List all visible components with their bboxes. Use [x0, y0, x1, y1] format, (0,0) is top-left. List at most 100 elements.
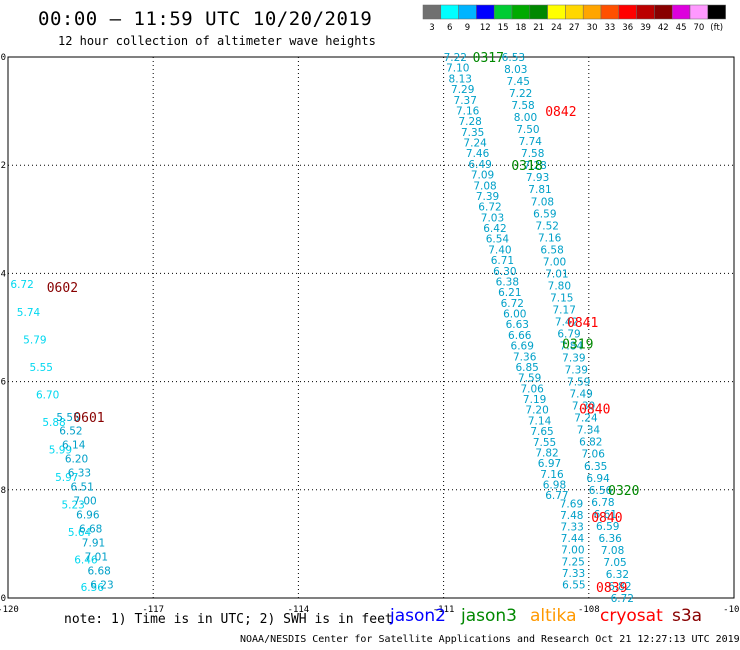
- swh-value-label: 7.44: [561, 533, 585, 545]
- legend-swatch: [422, 4, 442, 20]
- legend-swatch: [458, 4, 477, 20]
- swh-value-label: 7.45: [507, 76, 530, 88]
- legend-swatch: [600, 4, 620, 20]
- x-tick-label: -111: [433, 605, 455, 615]
- swh-value-label: 7.14: [528, 415, 552, 427]
- swh-value-label: 6.23: [90, 579, 113, 591]
- swh-value-label: 6.53: [502, 52, 525, 64]
- pass-time-label: 0840: [579, 403, 610, 418]
- swh-value-label: 7.49: [569, 389, 592, 401]
- swh-value-label: 6.14: [62, 440, 86, 452]
- swh-value-label: 7.22: [444, 52, 467, 64]
- swh-value-label: 7.52: [536, 220, 559, 232]
- legend-label: 6: [447, 23, 452, 33]
- swh-value-label: 6.98: [543, 480, 566, 492]
- swh-value-label: 6.71: [491, 255, 514, 267]
- legend-label: 21: [533, 23, 544, 33]
- swh-value-label: 6.72: [478, 202, 501, 214]
- page-subtitle: 12 hour collection of altimeter wave hei…: [58, 34, 376, 48]
- y-tick-label: 0: [1, 53, 6, 63]
- swh-value-label: 7.39: [476, 191, 499, 203]
- swh-value-label: 6.77: [545, 490, 568, 502]
- y-tick-label: -10: [0, 594, 6, 604]
- swh-value-label: 7.08: [601, 545, 624, 557]
- swh-value-label: 7.05: [603, 557, 626, 569]
- swh-value-label: 7.30: [572, 401, 595, 413]
- y-tick-label: -2: [0, 161, 6, 171]
- swh-value-label: 7.34: [577, 425, 601, 437]
- swh-value-label: 7.17: [553, 304, 576, 316]
- swh-value-label: 6.82: [579, 437, 602, 449]
- color-scale-legend: 3 6 9 12 15 18 21 24 27 30 33 36 39 42 45 70 (ft): [422, 4, 726, 33]
- swh-value-label: 7.48: [560, 510, 583, 522]
- swh-value-label: 6.59: [596, 521, 619, 533]
- swh-value-label: 8.00: [514, 112, 537, 124]
- pass-time-label: 0839: [596, 581, 627, 596]
- swh-value-label: 6.97: [538, 458, 561, 470]
- swh-value-label: 6.56: [589, 485, 613, 497]
- pass-time-label: 0320: [608, 484, 639, 499]
- mission-altika: altika: [530, 606, 577, 626]
- page-title: 00:00 – 11:59 UTC 10/20/2019: [38, 8, 373, 30]
- legend-label: 3: [429, 23, 434, 33]
- swh-value-label: 6.68: [87, 565, 110, 577]
- legend-label: 42: [658, 23, 669, 33]
- swh-value-label: 7.58: [511, 100, 534, 112]
- swh-value-label: 7.10: [446, 63, 469, 75]
- swh-value-label: 5.23: [61, 500, 84, 512]
- x-tick-label: -108: [578, 605, 600, 615]
- swh-value-label: 7.25: [561, 556, 584, 568]
- swh-value-label: 7.28: [523, 160, 546, 172]
- x-tick-label: -114: [288, 605, 310, 615]
- swh-value-label: 7.20: [525, 405, 548, 417]
- pass-time-label: 0601: [73, 411, 104, 426]
- swh-value-label: 7.22: [509, 88, 532, 100]
- swh-value-label: 6.46: [74, 555, 98, 567]
- swh-value-label: 7.65: [530, 426, 553, 438]
- legend-label: 30: [587, 23, 598, 33]
- swh-value-label: 7.39: [562, 353, 585, 365]
- swh-value-label: 6.33: [68, 468, 91, 480]
- pass-time-label: 0317: [473, 51, 504, 66]
- y-tick-label: -6: [0, 378, 6, 388]
- swh-value-label: 6.42: [483, 223, 506, 235]
- swh-value-label: 7.91: [82, 538, 105, 550]
- swh-value-label: 7.74: [519, 136, 543, 148]
- swh-value-label: 7.81: [528, 184, 551, 196]
- swh-value-label: 6.61: [594, 509, 617, 521]
- swh-value-label: 6.35: [584, 461, 607, 473]
- swh-value-label: 7.33: [560, 522, 583, 534]
- x-tick-label: -120: [0, 605, 19, 615]
- swh-value-label: 7.59: [567, 377, 590, 389]
- swh-value-label: 7.33: [562, 568, 585, 580]
- legend-swatch: [707, 4, 726, 20]
- swh-value-label: 6.00: [503, 309, 526, 321]
- swh-value-label: 6.38: [496, 276, 519, 288]
- x-tick-label: -117: [142, 605, 164, 615]
- swh-value-label: 7.35: [461, 127, 484, 139]
- legend-swatch: [547, 4, 566, 20]
- swh-value-label: 7.40: [488, 244, 511, 256]
- legend-label: 18: [515, 23, 526, 33]
- swh-value-label: 7.50: [516, 124, 539, 136]
- legend-label: 70: [693, 23, 704, 33]
- swh-value-label: 6.30: [493, 266, 516, 278]
- swh-value-label: 7.16: [456, 105, 480, 117]
- swh-value-label: 6.58: [540, 244, 563, 256]
- legend-label: (ft): [710, 23, 723, 33]
- legend-swatch: [511, 4, 531, 20]
- swh-value-label: 6.32: [606, 569, 629, 581]
- swh-value-label: 6.70: [36, 389, 59, 401]
- axis-ticks: -120 -117 -114 -111 -108 -105 0 -2 -4 -6 -8 -10: [0, 53, 740, 615]
- plot-frame: [7, 56, 735, 599]
- swh-value-label: 7.00: [543, 256, 566, 268]
- swh-value-label: 6.79: [557, 329, 580, 341]
- swh-value-label: 6.21: [498, 287, 521, 299]
- swh-value-label: 6.49: [468, 159, 491, 171]
- swh-value-label: 5.97: [55, 472, 78, 484]
- legend-swatch: [476, 4, 495, 20]
- swh-value-label: 6.56: [81, 582, 105, 594]
- swh-value-label: 7.69: [560, 498, 583, 510]
- swh-value-label: 7.24: [574, 413, 598, 425]
- swh-value-label: 6.52: [59, 426, 82, 438]
